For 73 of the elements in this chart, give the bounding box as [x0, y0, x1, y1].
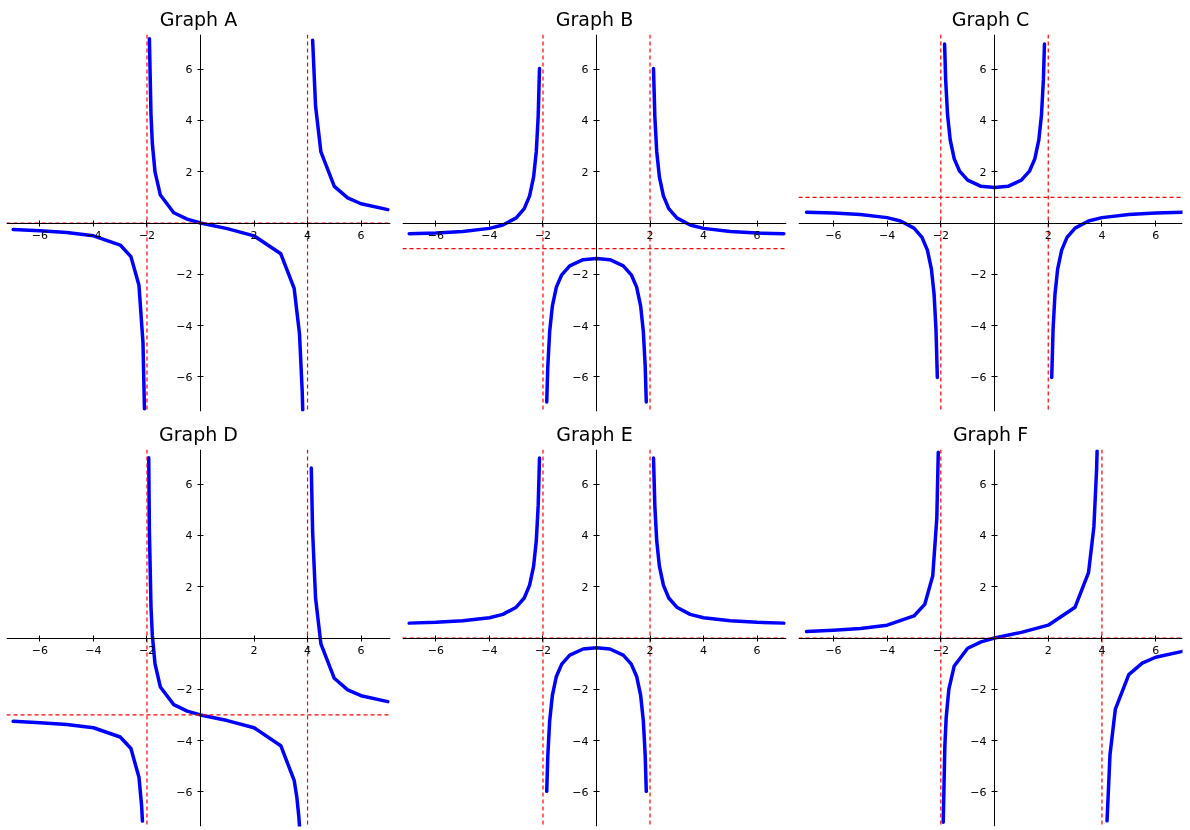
y-tick-label: 6: [581, 63, 589, 77]
y-tick-label: 6: [185, 478, 193, 492]
y-tick-label: −2: [970, 683, 987, 697]
x-tick-label: 4: [304, 644, 312, 657]
y-tick-label: −6: [970, 785, 987, 799]
y-tick-label: 2: [185, 165, 193, 179]
y-tick-label: 2: [581, 165, 589, 179]
x-tick-label: −4: [85, 644, 102, 657]
x-tick-label: −2: [534, 644, 552, 657]
x-tick-label: −6: [31, 229, 49, 242]
y-tick-label: −2: [176, 268, 193, 282]
chart-title: Graph D: [159, 422, 238, 445]
y-tick-label: −6: [176, 785, 193, 799]
x-tick-label: 6: [753, 644, 761, 657]
x-tick-label: 4: [700, 644, 708, 657]
x-tick-label: −2: [932, 229, 949, 242]
x-tick-label: 4: [304, 229, 312, 242]
x-tick-label: −2: [932, 644, 949, 657]
x-tick-label: 4: [1098, 229, 1106, 242]
y-tick-label: 4: [185, 529, 193, 543]
y-tick-label: 6: [185, 63, 193, 77]
y-tick-label: −6: [572, 370, 589, 384]
x-tick-label: −2: [534, 229, 552, 242]
y-tick-label: −4: [176, 319, 193, 333]
y-tick-label: 4: [979, 529, 987, 543]
y-tick-label: −4: [572, 734, 589, 748]
y-tick-label: 6: [979, 63, 987, 77]
y-tick-label: −4: [970, 734, 987, 748]
y-tick-label: −2: [970, 268, 987, 282]
y-tick-label: −2: [572, 268, 589, 282]
y-tick-label: 6: [979, 478, 987, 492]
y-tick-label: −4: [572, 319, 589, 333]
y-tick-label: 4: [581, 529, 589, 543]
y-tick-label: −6: [970, 370, 987, 384]
y-tick-label: −6: [176, 370, 193, 384]
y-tick-label: 6: [581, 478, 589, 492]
x-tick-label: −6: [825, 229, 842, 242]
x-tick-label: 4: [1098, 644, 1106, 657]
x-tick-label: −4: [879, 644, 896, 657]
x-tick-label: −6: [31, 644, 49, 657]
x-tick-label: −4: [879, 229, 896, 242]
y-tick-label: 2: [185, 580, 193, 594]
y-tick-label: 4: [979, 114, 987, 128]
y-tick-label: −4: [970, 319, 987, 333]
x-tick-label: −4: [481, 229, 498, 242]
y-tick-label: −2: [176, 683, 193, 697]
x-tick-label: 4: [700, 229, 708, 242]
x-tick-label: 6: [357, 644, 365, 657]
chart-title: Graph B: [555, 7, 634, 30]
x-tick-label: 2: [1044, 229, 1052, 242]
x-tick-label: 2: [646, 229, 654, 242]
y-tick-label: −6: [572, 785, 589, 799]
chart-title: Graph E: [556, 422, 633, 445]
y-tick-label: −2: [572, 683, 589, 697]
chart-title: Graph F: [952, 422, 1029, 445]
x-tick-label: −6: [427, 644, 445, 657]
x-tick-label: 2: [1044, 644, 1052, 657]
x-tick-label: −2: [138, 229, 156, 242]
x-tick-label: 6: [1152, 644, 1160, 657]
y-tick-label: 2: [581, 580, 589, 594]
y-tick-label: 4: [185, 114, 193, 128]
y-tick-label: 2: [979, 165, 987, 179]
y-tick-label: −4: [176, 734, 193, 748]
y-tick-label: 4: [581, 114, 589, 128]
x-tick-label: −4: [481, 644, 498, 657]
x-tick-label: 2: [250, 644, 258, 657]
x-tick-label: 6: [1152, 229, 1160, 242]
x-tick-label: 2: [646, 644, 654, 657]
chart-title: Graph C: [951, 7, 1030, 30]
y-tick-label: 2: [979, 580, 987, 594]
x-tick-label: 6: [357, 229, 365, 242]
chart-title: Graph A: [159, 7, 238, 30]
x-tick-label: −6: [825, 644, 842, 657]
